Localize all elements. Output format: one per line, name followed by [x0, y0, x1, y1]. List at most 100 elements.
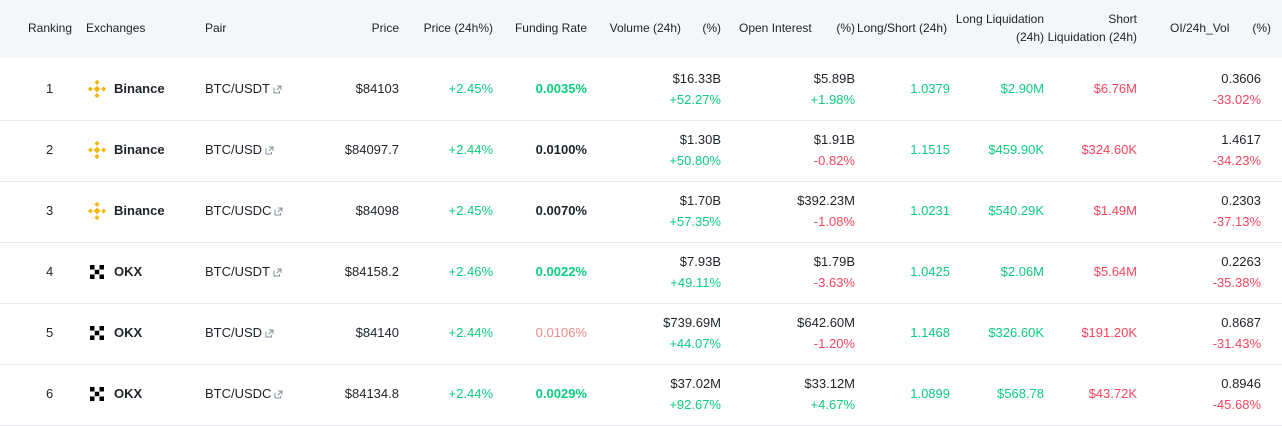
header-long-short[interactable]: Long/Short (24h) — [857, 21, 948, 35]
price: $84098 — [355, 203, 399, 218]
pair-link[interactable]: BTC/USD — [205, 324, 274, 343]
pair-label: BTC/USDT — [205, 264, 270, 279]
pair-link[interactable]: BTC/USD — [205, 141, 274, 160]
price: $84103 — [355, 81, 399, 96]
header-open-interest[interactable]: Open Interest — [739, 21, 812, 35]
pair-label: BTC/USD — [205, 142, 263, 157]
external-link-icon[interactable] — [273, 264, 282, 282]
open-interest-change: -0.82% — [813, 153, 855, 168]
open-interest: $1.91B — [813, 132, 855, 147]
header-price-24h[interactable]: Price (24h%) — [423, 21, 493, 35]
table-row[interactable]: 5 OKX BTC/USD $84140 +2.44% 0.0106% $739.69M +4… — [0, 303, 1282, 365]
open-interest: $5.89B — [813, 71, 855, 86]
external-link-icon[interactable] — [274, 386, 283, 404]
volume-change: +52.27% — [669, 92, 721, 107]
external-link-icon[interactable] — [274, 203, 283, 221]
price-change: +2.45% — [448, 203, 493, 218]
rank: 2 — [46, 142, 54, 157]
header-ranking[interactable]: Ranking — [28, 21, 73, 35]
header-volume-24h[interactable]: Volume (24h) — [609, 21, 681, 35]
funding-rate: 0.0035% — [535, 81, 587, 96]
open-interest: $392.23M — [797, 193, 855, 208]
header-oi-vol-pct[interactable]: (%) — [1252, 21, 1271, 35]
pair-link[interactable]: BTC/USDC — [205, 385, 283, 404]
header-funding-rate[interactable]: Funding Rate — [514, 21, 587, 35]
short-liquidation: $324.60K — [1081, 142, 1137, 157]
long-liquidation: $2.06M — [1000, 264, 1044, 279]
rank: 5 — [46, 325, 54, 340]
volume-change: +50.80% — [669, 153, 721, 168]
okx-logo-icon — [87, 323, 107, 343]
long-liquidation: $459.90K — [988, 142, 1044, 157]
price: $84134.8 — [344, 386, 399, 401]
long-liquidation: $2.90M — [1000, 81, 1044, 96]
open-interest-change: -1.20% — [813, 336, 855, 351]
exchange-name[interactable]: OKX — [114, 264, 143, 279]
oi-vol-ratio: 1.4617 — [1221, 132, 1261, 147]
pair-label: BTC/USDC — [205, 386, 272, 401]
header-volume-pct[interactable]: (%) — [702, 21, 721, 35]
long-short-ratio: 1.0379 — [910, 81, 950, 96]
header-long-liq-line1[interactable]: Long Liquidation — [955, 12, 1044, 26]
volume: $16.33B — [672, 71, 721, 86]
header-pair[interactable]: Pair — [205, 21, 227, 35]
price-change: +2.44% — [448, 325, 493, 340]
okx-logo-icon — [87, 262, 107, 282]
header-long-liq-line2[interactable]: (24h) — [1015, 30, 1044, 44]
short-liquidation: $191.20K — [1081, 325, 1137, 340]
table-row[interactable]: 3 Binance BTC/USDC $84098 +2.45% 0.0070% $1.70… — [0, 181, 1282, 243]
header-price[interactable]: Price — [371, 21, 399, 35]
price-change: +2.46% — [448, 264, 493, 279]
open-interest-change: -1.08% — [813, 214, 855, 229]
table-row[interactable]: 6 OKX BTC/USDC $84134.8 +2.44% 0.0029% $37.02M… — [0, 364, 1282, 426]
oi-vol-change: -37.13% — [1212, 214, 1261, 229]
volume-change: +57.35% — [669, 214, 721, 229]
oi-vol-ratio: 0.2303 — [1221, 193, 1261, 208]
volume: $739.69M — [663, 315, 721, 330]
external-link-icon[interactable] — [265, 325, 274, 343]
long-short-ratio: 1.0425 — [910, 264, 950, 279]
price-change: +2.44% — [448, 386, 493, 401]
table-row[interactable]: 4 OKX BTC/USDT $84158.2 +2.46% 0.0022% $7.93B +… — [0, 242, 1282, 304]
oi-vol-change: -31.43% — [1212, 336, 1261, 351]
header-short-liq-line1[interactable]: Short — [1108, 12, 1137, 26]
header-short-liq-line2[interactable]: Liquidation (24h) — [1047, 30, 1137, 44]
funding-rate: 0.0100% — [535, 142, 587, 157]
rank: 1 — [46, 81, 54, 96]
header-exchanges[interactable]: Exchanges — [86, 21, 146, 35]
header-oi-pct[interactable]: (%) — [836, 21, 855, 35]
oi-vol-change: -35.38% — [1212, 275, 1261, 290]
okx-logo-icon — [87, 384, 107, 404]
header-oi-vol[interactable]: OI/24h_Vol — [1170, 21, 1230, 35]
exchange-name[interactable]: Binance — [114, 81, 165, 96]
pair-link[interactable]: BTC/USDT — [205, 263, 282, 282]
price: $84097.7 — [344, 142, 399, 157]
funding-rate: 0.0070% — [535, 203, 587, 218]
short-liquidation: $5.64M — [1093, 264, 1137, 279]
pair-link[interactable]: BTC/USDT — [205, 80, 282, 99]
long-liquidation: $540.29K — [988, 203, 1044, 218]
open-interest: $1.79B — [813, 254, 855, 269]
volume-change: +44.07% — [669, 336, 721, 351]
oi-vol-ratio: 0.8946 — [1221, 376, 1261, 391]
exchange-name[interactable]: OKX — [114, 386, 143, 401]
exchange-name[interactable]: OKX — [114, 325, 143, 340]
open-interest-change: +1.98% — [810, 92, 855, 107]
short-liquidation: $43.72K — [1088, 386, 1137, 401]
open-interest: $33.12M — [804, 376, 855, 391]
exchange-name[interactable]: Binance — [114, 142, 165, 157]
pair-link[interactable]: BTC/USDC — [205, 202, 283, 221]
volume: $7.93B — [679, 254, 721, 269]
exchange-name[interactable]: Binance — [114, 203, 165, 218]
external-link-icon[interactable] — [265, 142, 274, 160]
price: $84158.2 — [344, 264, 399, 279]
external-link-icon[interactable] — [273, 81, 282, 99]
short-liquidation: $1.49M — [1093, 203, 1137, 218]
rank: 6 — [46, 386, 54, 401]
price-change: +2.44% — [448, 142, 493, 157]
long-short-ratio: 1.0231 — [910, 203, 950, 218]
oi-vol-ratio: 0.3606 — [1221, 71, 1261, 86]
table-row[interactable]: 2 Binance BTC/USD $84097.7 +2.44% 0.0100% $1.3… — [0, 120, 1282, 182]
pair-label: BTC/USD — [205, 325, 263, 340]
table-row[interactable]: 1 Binance BTC/USDT $84103 +2.45% 0.0035% $16.3… — [0, 59, 1282, 121]
